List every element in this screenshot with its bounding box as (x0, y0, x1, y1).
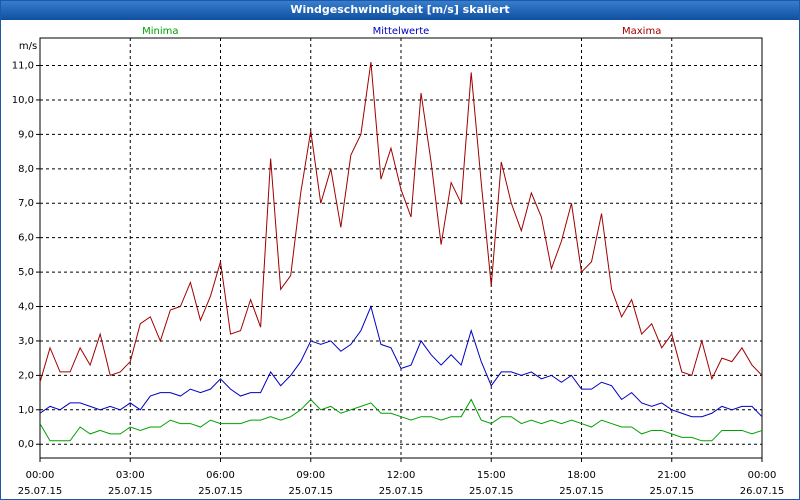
title-bar (0, 0, 800, 20)
legend-label: Minima (142, 26, 178, 37)
y-tick-label: 5,0 (18, 267, 34, 278)
x-tick-date: 25.07.15 (469, 486, 514, 497)
x-tick-date: 25.07.15 (379, 486, 424, 497)
chart-title: Windgeschwindigkeit [m/s] skaliert (290, 3, 509, 16)
y-tick-label: 10,0 (12, 95, 34, 106)
series-line (39, 304, 763, 418)
y-tick-label: 9,0 (18, 129, 34, 140)
x-tick-date: 25.07.15 (559, 486, 604, 497)
x-tick-label: 00:00 (26, 470, 55, 481)
x-tick-date: 25.07.15 (18, 486, 63, 497)
legend-label: Maxima (622, 26, 661, 37)
y-tick-label: 11,0 (12, 61, 34, 72)
y-tick-label: 1,0 (18, 405, 34, 416)
y-tick-label: 3,0 (18, 336, 34, 347)
series-line (39, 62, 763, 383)
y-tick-label: 4,0 (18, 302, 34, 313)
y-tick-label: 8,0 (18, 164, 34, 175)
x-tick-label: 06:00 (206, 470, 235, 481)
x-tick-label: 12:00 (387, 470, 416, 481)
x-tick-label: 03:00 (116, 470, 145, 481)
plot-frame (39, 37, 763, 459)
x-tick-label: 00:00 (748, 470, 777, 481)
series-line (39, 398, 763, 442)
y-unit: m/s (19, 41, 37, 52)
x-tick-label: 21:00 (657, 470, 686, 481)
y-tick-label: 7,0 (18, 198, 34, 209)
y-tick-label: 6,0 (18, 233, 34, 244)
x-tick-label: 15:00 (477, 470, 506, 481)
legend-label: Mittelwerte (373, 26, 430, 37)
x-tick-label: 09:00 (296, 470, 325, 481)
x-tick-date: 26.07.15 (740, 486, 785, 497)
y-tick-label: 2,0 (18, 370, 34, 381)
x-tick-date: 25.07.15 (108, 486, 153, 497)
x-tick-date: 25.07.15 (198, 486, 243, 497)
y-tick-label: 0,0 (18, 439, 34, 450)
x-tick-date: 25.07.15 (649, 486, 694, 497)
x-tick-date: 25.07.15 (288, 486, 333, 497)
x-tick-label: 18:00 (567, 470, 596, 481)
